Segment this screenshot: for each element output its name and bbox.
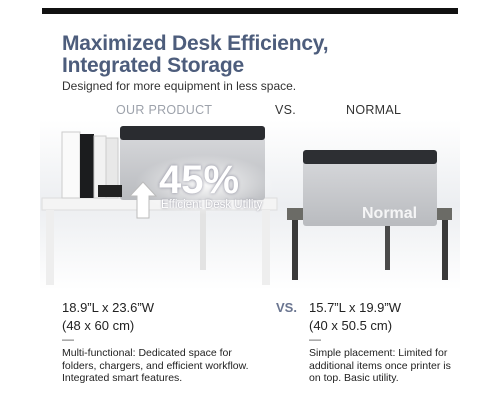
left-size: 18.9”L x 23.6”W <box>62 300 155 315</box>
top-bar <box>42 8 458 14</box>
badge-value: 45% <box>159 158 240 202</box>
title-line: Integrated Storage <box>62 54 244 77</box>
left-metric: (48 x 60 cm) <box>62 318 135 333</box>
title-line: Maximized Desk Efficiency, <box>62 32 329 55</box>
right-heading: NORMAL <box>346 103 402 117</box>
vs-label: VS. <box>276 300 297 315</box>
badge-caption: Efficient Desk Utility <box>161 199 263 211</box>
subtitle: Designed for more equipment in less spac… <box>62 79 297 93</box>
left-description: Multi-functional: Dedicated space for fo… <box>62 347 249 384</box>
vs-heading: VS. <box>275 103 297 117</box>
left-heading: OUR PRODUCT <box>116 103 213 117</box>
normal-overlay: Normal <box>362 205 418 222</box>
right-metric: (40 x 50.5 cm) <box>309 318 393 333</box>
divider: — <box>309 332 321 346</box>
right-description: Simple placement: Limited for additional… <box>309 347 451 384</box>
divider: — <box>62 332 74 346</box>
right-size: 15.7”L x 19.9”W <box>309 300 402 315</box>
our-product-image <box>41 126 278 285</box>
normal-product-image <box>287 150 452 280</box>
